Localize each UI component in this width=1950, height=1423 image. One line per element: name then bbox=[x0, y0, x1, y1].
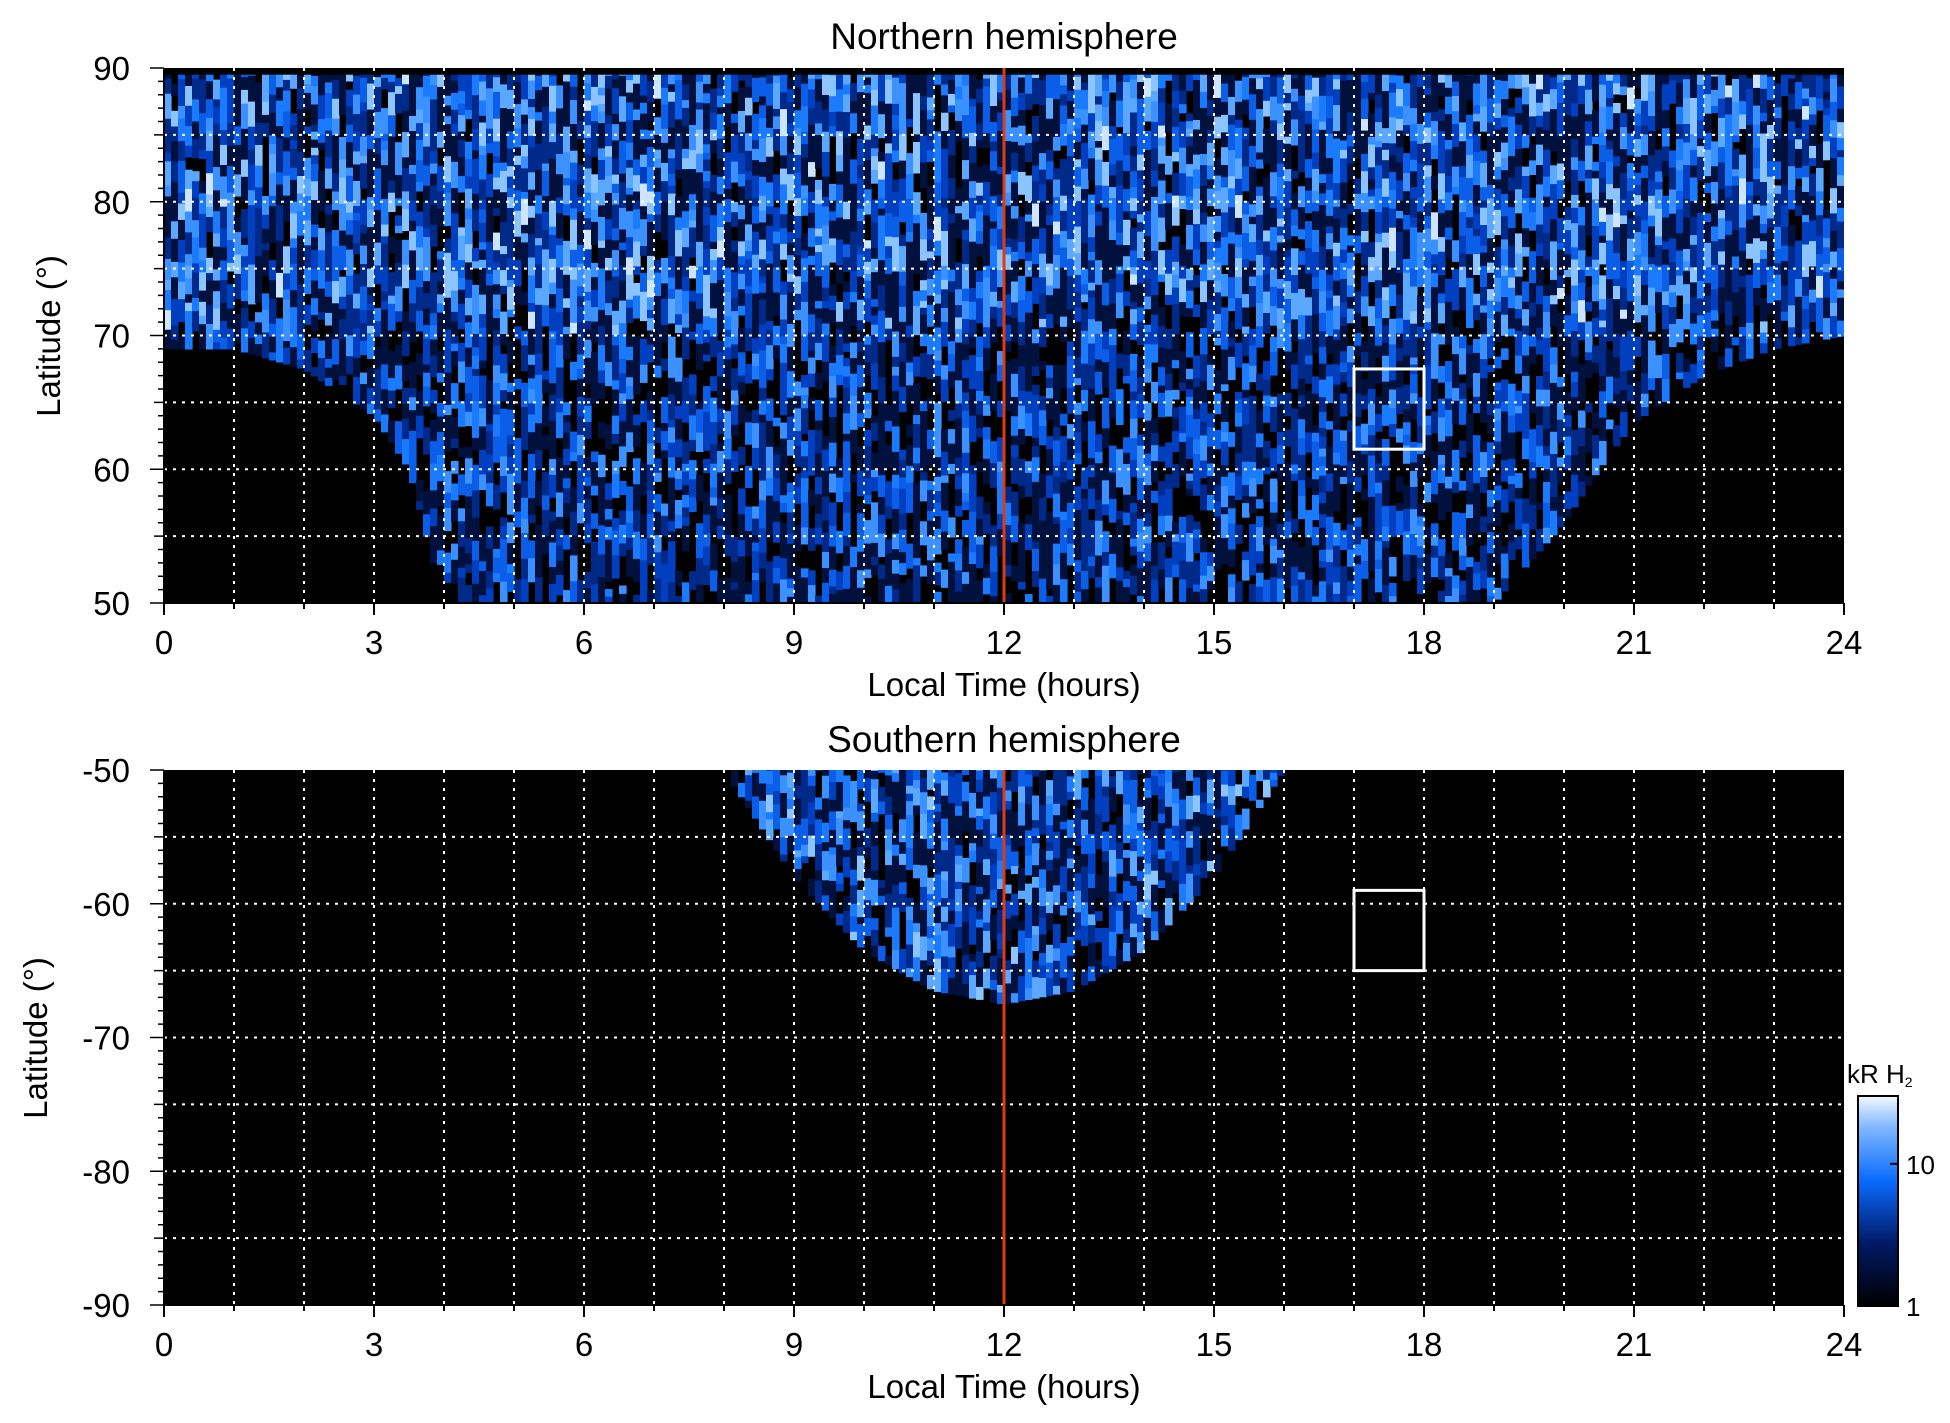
southern-emission-field bbox=[731, 770, 1285, 1004]
x-tick-label: 0 bbox=[155, 1326, 173, 1363]
x-tick-label: 3 bbox=[365, 624, 383, 661]
y-tick-label: 70 bbox=[93, 318, 130, 355]
colorbar-label: kR H2 bbox=[1847, 1059, 1913, 1090]
y-tick-label: 60 bbox=[93, 451, 130, 488]
northern-highlight-box bbox=[1352, 367, 1426, 451]
x-tick-label: 24 bbox=[1826, 624, 1863, 661]
northern-panel: Northern hemisphere 0 3 6 9 12 15 18 21 24 50 60 7… bbox=[30, 16, 1862, 703]
northern-ylabel: Latitude (°) bbox=[30, 255, 67, 417]
x-tick-label: 18 bbox=[1406, 1326, 1443, 1363]
colorbar-gradient bbox=[1857, 1095, 1899, 1307]
southern-xlabel: Local Time (hours) bbox=[867, 1368, 1140, 1405]
x-tick-label: 21 bbox=[1616, 624, 1653, 661]
northern-y-axis: 50 60 70 80 90 bbox=[93, 50, 165, 622]
y-tick-label: 50 bbox=[93, 585, 130, 622]
northern-title: Northern hemisphere bbox=[830, 16, 1178, 57]
colorbar: kR H2 1 10 bbox=[1847, 1059, 1935, 1322]
x-tick-label: 15 bbox=[1196, 624, 1233, 661]
x-tick-label: 18 bbox=[1406, 624, 1443, 661]
x-tick-label: 21 bbox=[1616, 1326, 1653, 1363]
southern-title: Southern hemisphere bbox=[827, 719, 1181, 760]
y-tick-label: 80 bbox=[93, 184, 130, 221]
x-tick-label: 12 bbox=[986, 1326, 1023, 1363]
x-tick-label: 9 bbox=[785, 1326, 803, 1363]
y-tick-label: -90 bbox=[82, 1287, 130, 1324]
southern-ylabel: Latitude (°) bbox=[17, 957, 54, 1119]
y-tick-label: -50 bbox=[82, 752, 130, 789]
x-tick-label: 12 bbox=[986, 624, 1023, 661]
colorbar-tick-label: 10 bbox=[1906, 1150, 1935, 1180]
northern-xlabel: Local Time (hours) bbox=[867, 666, 1140, 703]
x-tick-label: 9 bbox=[785, 624, 803, 661]
southern-y-axis: -90 -80 -70 -60 -50 bbox=[82, 752, 165, 1324]
x-tick-label: 6 bbox=[575, 1326, 593, 1363]
colorbar-tick-label: 1 bbox=[1906, 1292, 1920, 1322]
colorbar-ticks: 1 10 bbox=[1890, 1150, 1935, 1322]
northern-x-axis: 0 3 6 9 12 15 18 21 24 bbox=[155, 602, 1863, 661]
southern-highlight-box bbox=[1352, 888, 1426, 973]
x-tick-label: 6 bbox=[575, 624, 593, 661]
northern-emission-field bbox=[164, 74, 1844, 603]
x-tick-label: 3 bbox=[365, 1326, 383, 1363]
y-tick-label: -80 bbox=[82, 1153, 130, 1190]
southern-x-axis: 0 3 6 9 12 15 18 21 24 bbox=[155, 1304, 1863, 1363]
y-tick-label: -60 bbox=[82, 886, 130, 923]
x-tick-label: 15 bbox=[1196, 1326, 1233, 1363]
x-tick-label: 0 bbox=[155, 624, 173, 661]
x-tick-label: 24 bbox=[1826, 1326, 1863, 1363]
y-tick-label: 90 bbox=[93, 50, 130, 87]
y-tick-label: -70 bbox=[82, 1020, 130, 1057]
southern-panel: Southern hemisphere 0 3 6 9 12 15 18 21 24 -90 -8… bbox=[17, 719, 1862, 1405]
